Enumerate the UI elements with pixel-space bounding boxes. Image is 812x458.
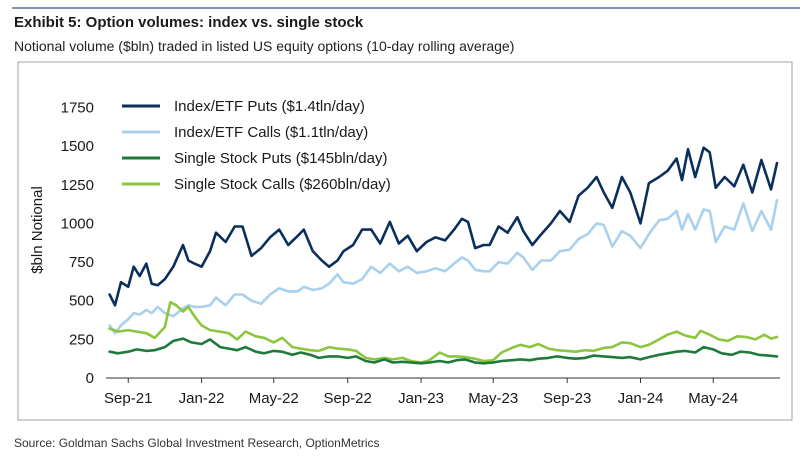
series-line-1 bbox=[108, 198, 779, 335]
x-tick-label: Sep-21 bbox=[104, 390, 152, 407]
header-rule bbox=[12, 7, 800, 9]
chart-subtitle: Notional volume ($bln) traded in listed … bbox=[14, 38, 515, 54]
legend: Index/ETF Puts ($1.4tln/day) Index/ETF Ca… bbox=[122, 98, 391, 193]
x-tick-label: Jan-23 bbox=[398, 390, 444, 407]
chart-title: Exhibit 5: Option volumes: index vs. sin… bbox=[14, 14, 364, 31]
y-axis-label: $bln Notional bbox=[29, 186, 46, 274]
axes: 0 250 500 750 1000 1250 1500 1750 Sep-21 Jan-22 Ma… bbox=[61, 99, 780, 407]
legend-label: Single Stock Calls ($260bln/day) bbox=[174, 176, 391, 193]
y-tick-label: 250 bbox=[69, 331, 94, 348]
x-tick-label: May-23 bbox=[468, 390, 518, 407]
x-tick-label: May-22 bbox=[249, 390, 299, 407]
legend-label: Index/ETF Puts ($1.4tln/day) bbox=[174, 98, 365, 115]
y-tick-label: 1750 bbox=[61, 99, 94, 116]
x-tick-label: May-24 bbox=[688, 390, 738, 407]
x-tick-label: Jan-22 bbox=[179, 390, 225, 407]
y-tick-label: 1000 bbox=[61, 215, 94, 232]
y-tick-label: 750 bbox=[69, 254, 94, 271]
series-line-3 bbox=[108, 300, 779, 364]
y-tick-label: 0 bbox=[86, 370, 94, 387]
x-tick-label: Sep-23 bbox=[543, 390, 591, 407]
y-tick-label: 1500 bbox=[61, 138, 94, 155]
legend-label: Single Stock Puts ($145bln/day) bbox=[174, 150, 387, 167]
y-tick-label: 1250 bbox=[61, 177, 94, 194]
x-tick-label: Jan-24 bbox=[618, 390, 664, 407]
x-tick-label: Sep-22 bbox=[324, 390, 372, 407]
legend-label: Index/ETF Calls ($1.1tln/day) bbox=[174, 124, 368, 141]
plot-frame bbox=[17, 61, 793, 421]
source-note: Source: Goldman Sachs Global Investment … bbox=[14, 436, 380, 450]
series-line-2 bbox=[108, 337, 779, 365]
series-lines bbox=[108, 146, 779, 365]
series-line-0 bbox=[108, 146, 779, 307]
y-tick-label: 500 bbox=[69, 293, 94, 310]
